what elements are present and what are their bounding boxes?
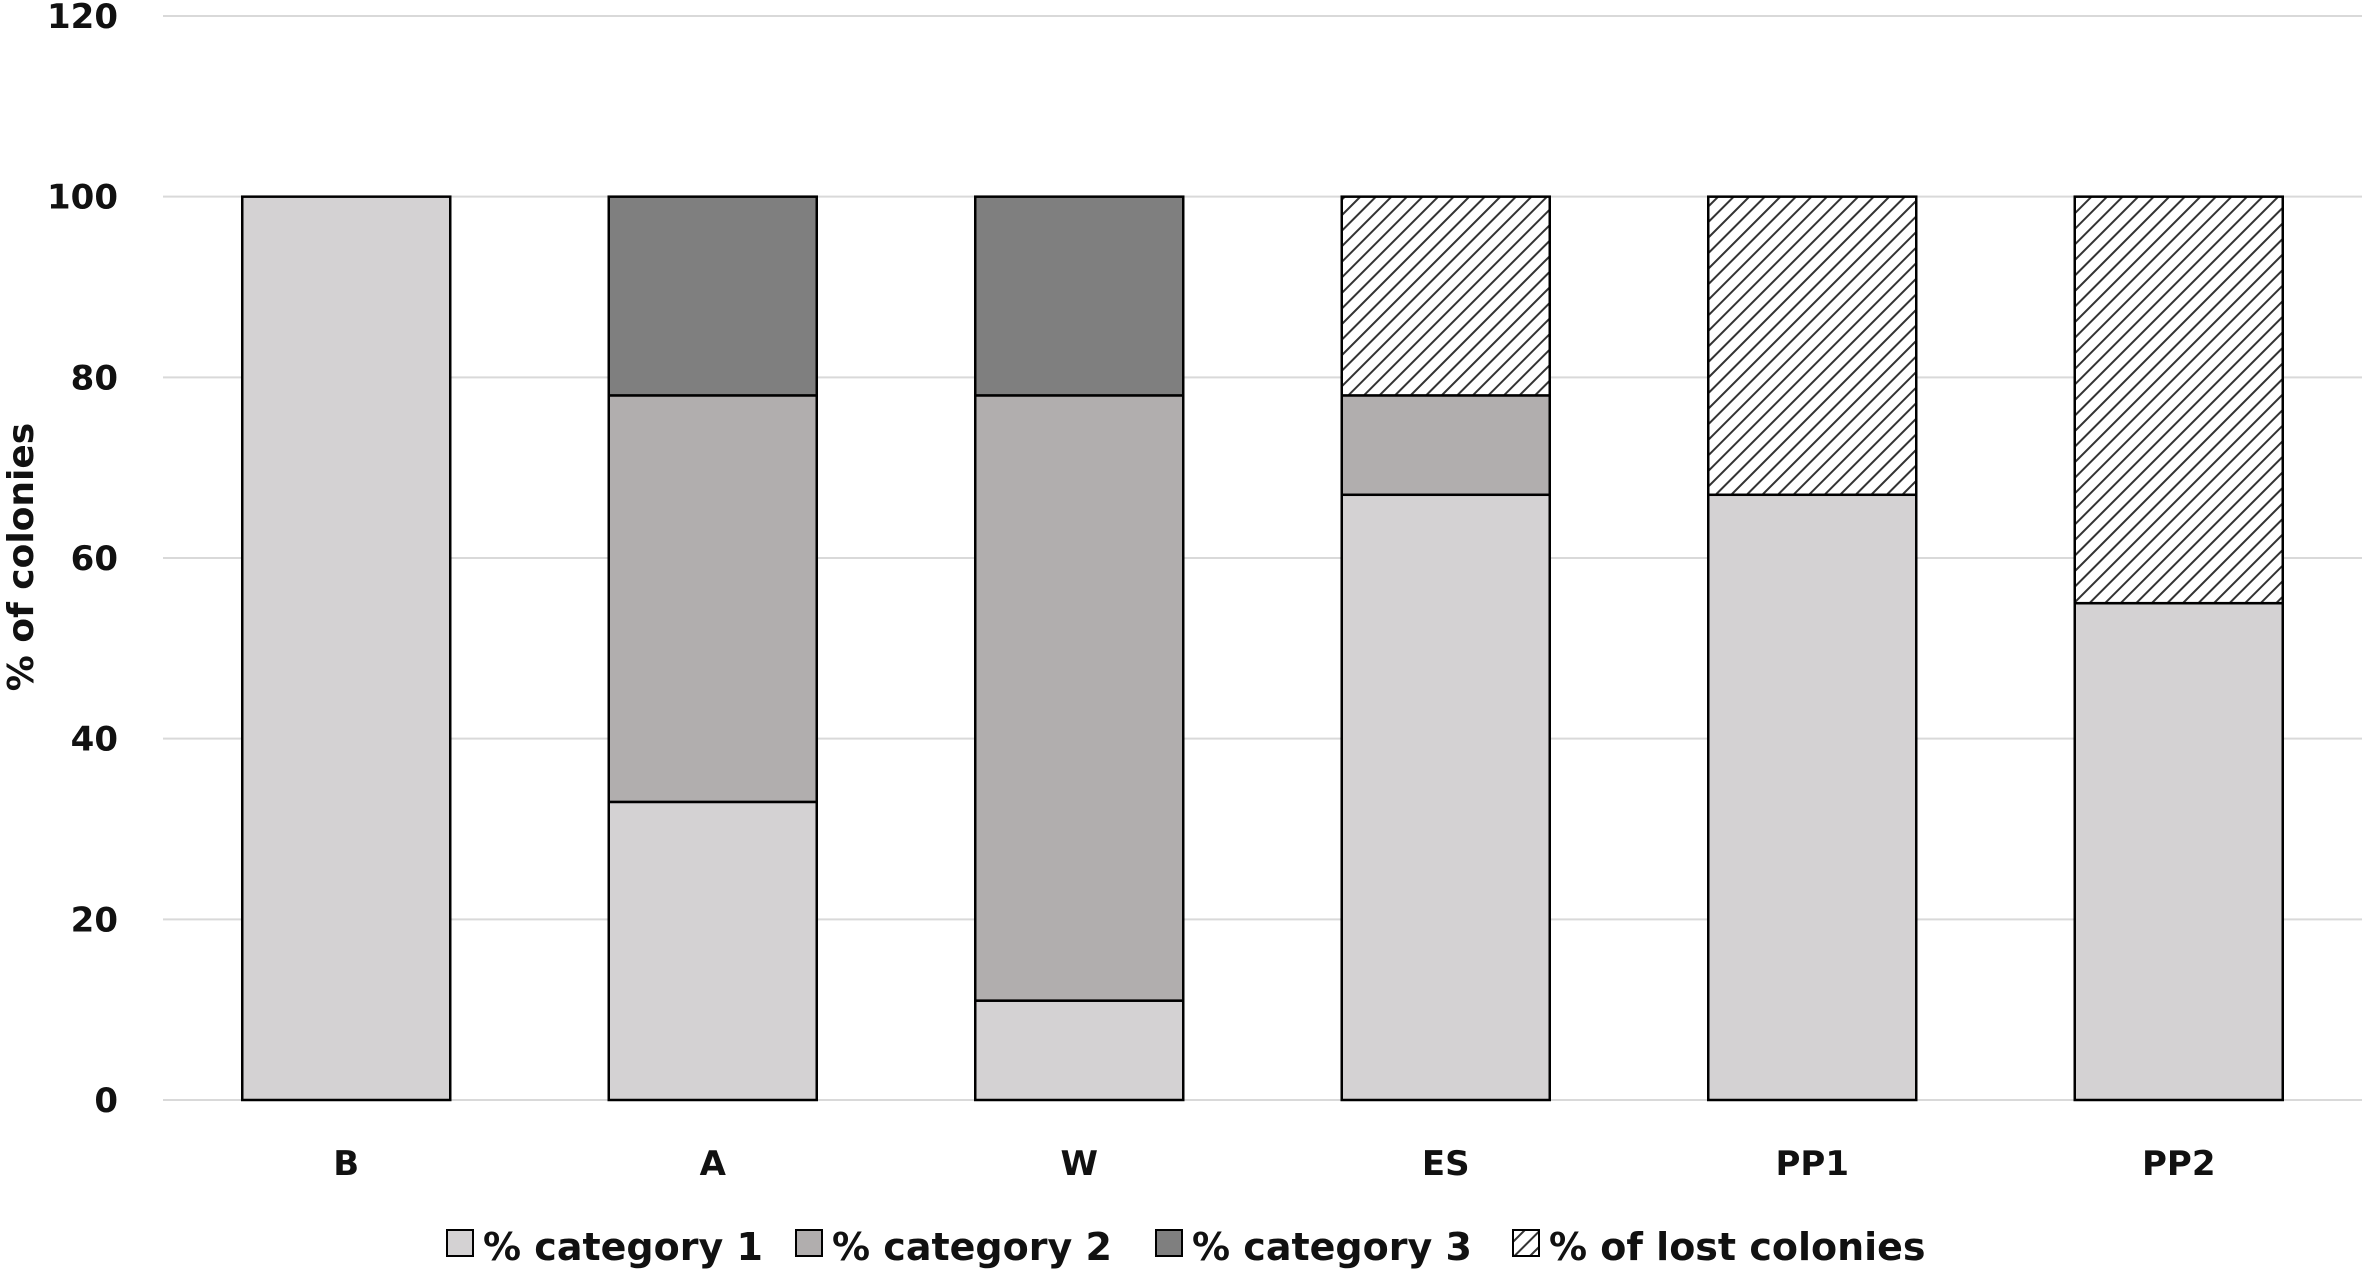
gridlines: [163, 15, 2362, 1101]
bar-segment: [241, 195, 452, 1102]
legend-swatch: [1512, 1229, 1540, 1257]
bars: [241, 195, 2284, 1102]
y-axis-tick-labels: 0 20 40 60 80 100 120: [47, 0, 118, 1121]
y-tick-label: 80: [71, 358, 118, 398]
bar-segment: [607, 800, 818, 1102]
y-tick-label: 40: [71, 720, 118, 760]
bar-segment: [1707, 493, 1918, 1102]
x-tick-label: PP1: [1776, 1144, 1850, 1184]
bar-segment: [1340, 195, 1551, 397]
bar-segment: [974, 195, 1185, 397]
y-tick-label: 60: [71, 539, 118, 579]
y-tick-label: 120: [47, 0, 118, 37]
x-tick-label: W: [1060, 1144, 1098, 1184]
y-tick-label: 0: [94, 1081, 118, 1121]
legend-swatch: [1155, 1229, 1183, 1257]
legend-label: % of lost colonies: [1549, 1225, 1926, 1269]
x-axis-tick-labels: B A W ES PP1 PP2: [333, 1144, 2215, 1184]
bar-segment: [1707, 195, 1918, 497]
legend: % category 1 % category 2 % category 3 % of…: [446, 1225, 1926, 1269]
bar-segment: [974, 999, 1185, 1102]
bar-segment: [2073, 601, 2284, 1102]
y-tick-label: 20: [71, 900, 118, 940]
legend-label: % category 1: [483, 1225, 763, 1269]
bar-segment: [1340, 394, 1551, 497]
legend-swatch: [795, 1229, 823, 1257]
x-tick-label: ES: [1422, 1144, 1470, 1184]
x-tick-label: PP2: [2142, 1144, 2216, 1184]
y-axis-title: % of colonies: [1, 423, 42, 692]
bar-segment: [974, 394, 1185, 1002]
legend-label: % category 3: [1192, 1225, 1472, 1269]
y-tick-label: 100: [47, 178, 118, 218]
legend-label: % category 2: [832, 1225, 1112, 1269]
x-tick-label: B: [333, 1144, 359, 1184]
bar-segment: [607, 394, 818, 804]
bar-segment: [2073, 195, 2284, 605]
bar-segment: [1340, 493, 1551, 1102]
bar-segment: [607, 195, 818, 397]
x-tick-label: A: [700, 1144, 727, 1184]
legend-swatch: [446, 1229, 474, 1257]
